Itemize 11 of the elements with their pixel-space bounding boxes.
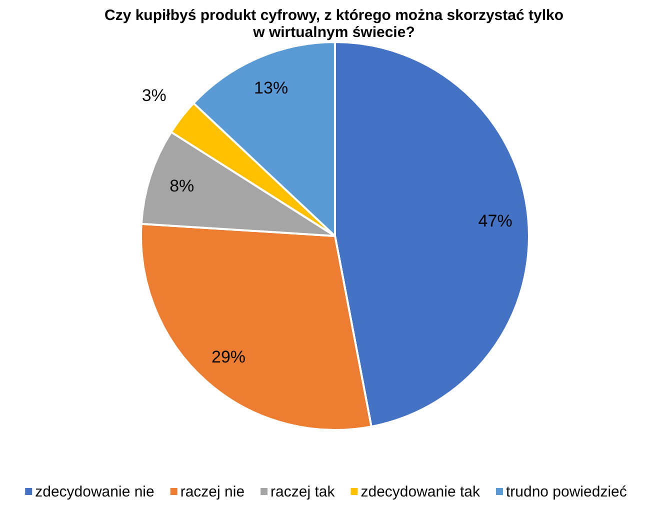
data-label: 47% <box>478 211 512 230</box>
chart-title: Czy kupiłbyś produkt cyfrowy, z którego można skorzystać tylko w wirtualnym świecie? <box>104 7 564 41</box>
data-label: 29% <box>212 347 246 366</box>
legend-label: raczej nie <box>180 484 245 500</box>
legend-label: raczej tak <box>270 484 336 500</box>
data-label: 3% <box>142 86 166 106</box>
data-label: 8% <box>170 176 194 196</box>
legend-label: trudno powiedzieć <box>506 484 628 500</box>
legend-label: zdecydowanie nie <box>35 484 154 500</box>
legend-label: zdecydowanie tak <box>360 484 480 500</box>
data-label: 13% <box>254 78 288 98</box>
